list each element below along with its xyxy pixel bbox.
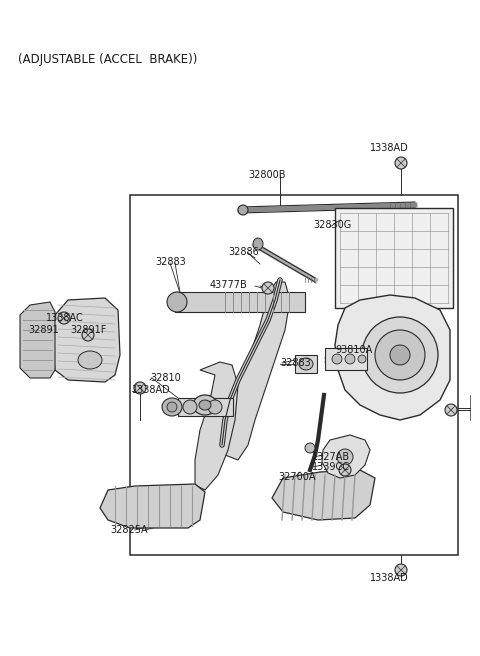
Ellipse shape	[162, 398, 182, 416]
Circle shape	[82, 329, 94, 341]
Polygon shape	[222, 282, 290, 460]
Bar	[325, 348, 367, 370]
Circle shape	[445, 404, 457, 416]
Circle shape	[262, 282, 274, 294]
Polygon shape	[52, 298, 120, 382]
Circle shape	[395, 157, 407, 169]
Ellipse shape	[167, 292, 187, 312]
Circle shape	[395, 564, 407, 576]
Circle shape	[134, 382, 146, 394]
Text: 32883: 32883	[280, 358, 311, 368]
Text: 1339CC: 1339CC	[312, 462, 350, 472]
Text: 1338AD: 1338AD	[370, 143, 409, 153]
Text: 32810: 32810	[150, 373, 181, 383]
Text: 32891F: 32891F	[70, 325, 107, 335]
Ellipse shape	[199, 400, 211, 410]
Circle shape	[337, 449, 353, 465]
Circle shape	[339, 464, 351, 476]
Ellipse shape	[253, 238, 263, 250]
Circle shape	[390, 345, 410, 365]
Polygon shape	[100, 484, 205, 528]
Text: (ADJUSTABLE (ACCEL  BRAKE)): (ADJUSTABLE (ACCEL BRAKE))	[18, 54, 197, 66]
Text: 32830G: 32830G	[313, 220, 351, 230]
Text: 43777B: 43777B	[210, 280, 248, 290]
Ellipse shape	[193, 395, 217, 415]
Ellipse shape	[167, 402, 177, 412]
Bar	[295, 355, 317, 373]
Circle shape	[183, 400, 197, 414]
Text: 93810A: 93810A	[335, 345, 372, 355]
Text: 1338AD: 1338AD	[132, 385, 171, 395]
Bar	[178, 398, 233, 416]
Text: 32800B: 32800B	[248, 170, 286, 180]
Ellipse shape	[299, 358, 313, 370]
Polygon shape	[20, 302, 55, 378]
Circle shape	[58, 312, 70, 324]
Ellipse shape	[238, 205, 248, 215]
Circle shape	[362, 317, 438, 393]
Polygon shape	[335, 295, 450, 420]
Circle shape	[375, 330, 425, 380]
Polygon shape	[272, 470, 375, 520]
Circle shape	[345, 354, 355, 364]
Circle shape	[332, 354, 342, 364]
Bar	[335, 208, 453, 308]
Bar	[175, 292, 305, 312]
Text: 32886: 32886	[228, 247, 259, 257]
Text: 1338AD: 1338AD	[370, 573, 409, 583]
Ellipse shape	[78, 351, 102, 369]
Text: 32700A: 32700A	[278, 472, 315, 482]
Circle shape	[358, 355, 366, 363]
Circle shape	[208, 400, 222, 414]
Text: 32891: 32891	[28, 325, 59, 335]
Text: 32825A: 32825A	[110, 525, 148, 535]
Polygon shape	[322, 435, 370, 478]
Text: 1338AC: 1338AC	[46, 313, 84, 323]
Text: 32883: 32883	[155, 257, 186, 267]
Bar	[130, 195, 458, 555]
Polygon shape	[195, 362, 238, 490]
Circle shape	[305, 443, 315, 453]
Text: 1327AB: 1327AB	[312, 452, 350, 462]
